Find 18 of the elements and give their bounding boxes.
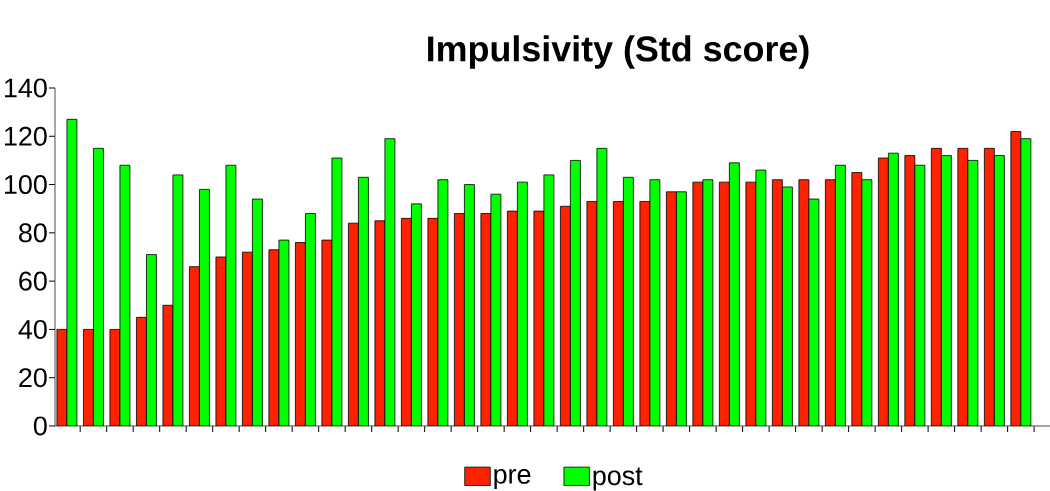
bar <box>665 191 677 426</box>
y-tick-label: 20 <box>19 368 47 388</box>
legend-label: post <box>593 467 643 491</box>
bar <box>771 179 783 426</box>
chart-title: Impulsivity (Std score) <box>428 35 809 69</box>
legend-label: pre <box>494 469 531 490</box>
y-tick-label: 100 <box>4 175 47 195</box>
bar <box>993 155 1005 426</box>
y-tick-label: 60 <box>19 271 47 291</box>
bar <box>675 191 687 426</box>
bar <box>940 155 952 426</box>
y-tick-label: 140 <box>4 78 47 98</box>
y-tick-label: 40 <box>18 319 47 339</box>
y-tick-label: 0 <box>33 416 47 436</box>
y-tick-label: 120 <box>4 126 47 146</box>
y-tick-label: 80 <box>19 223 47 243</box>
bar <box>728 162 740 426</box>
bar <box>824 179 836 426</box>
